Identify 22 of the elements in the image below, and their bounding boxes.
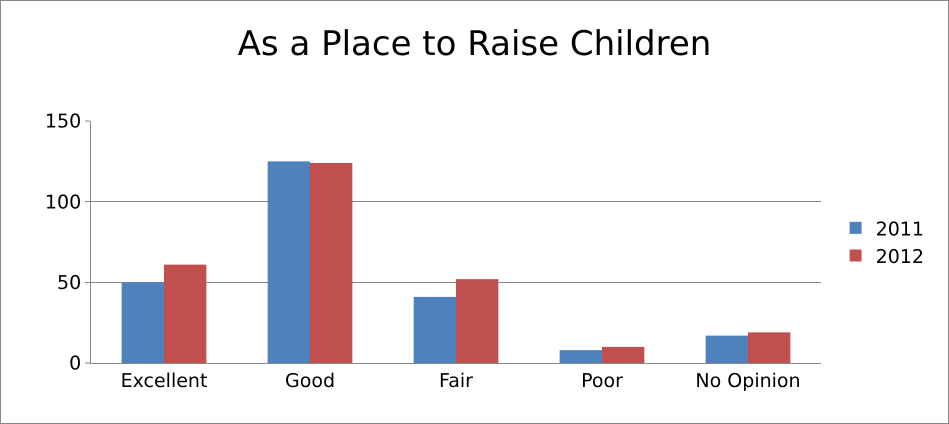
legend-label: 2011 xyxy=(876,218,924,240)
bar xyxy=(602,346,644,363)
bar xyxy=(560,350,602,363)
x-tick-label: Poor xyxy=(581,370,624,392)
y-tick-label: 150 xyxy=(44,110,82,133)
legend-label: 2012 xyxy=(876,246,924,268)
bar xyxy=(268,161,310,363)
y-tick-label: 50 xyxy=(57,272,82,294)
bar xyxy=(456,279,498,363)
x-tick-label: No Opinion xyxy=(695,370,801,392)
bar xyxy=(310,162,352,363)
x-tick-label: Good xyxy=(284,370,336,392)
x-tick-label: Excellent xyxy=(120,370,208,392)
bar xyxy=(122,282,164,363)
y-tick-label: 0 xyxy=(69,352,82,375)
bar xyxy=(414,296,456,363)
y-tick-label: 100 xyxy=(44,191,82,214)
chart-title: As a Place to Raise Children xyxy=(238,24,712,64)
bar xyxy=(748,332,790,363)
bar xyxy=(164,264,206,363)
bar xyxy=(706,336,748,363)
x-tick-label: Fair xyxy=(439,370,474,392)
